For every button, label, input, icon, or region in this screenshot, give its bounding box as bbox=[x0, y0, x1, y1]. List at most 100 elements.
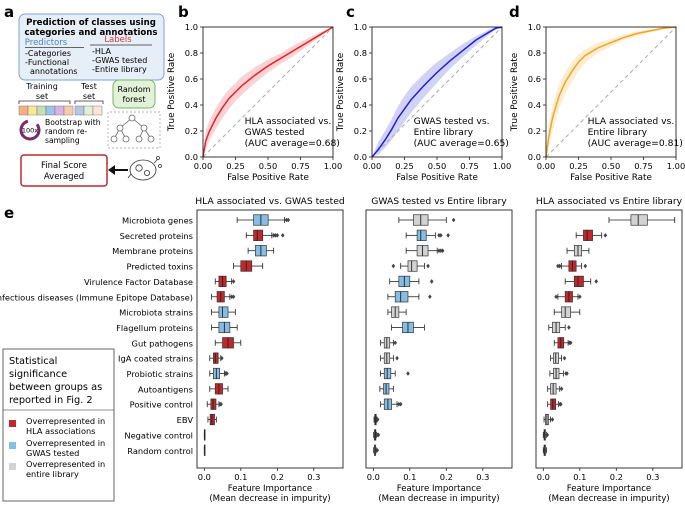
bootstrap-loop-icon bbox=[19, 119, 41, 141]
significance-legend: Statistical significance between groups … bbox=[2, 348, 115, 502]
y-tick-label: 0.2 bbox=[185, 126, 198, 136]
schematic-title-line1: Prediction of classes using bbox=[26, 18, 156, 28]
test-set-label-2: set bbox=[83, 92, 95, 101]
box-outlier bbox=[406, 371, 410, 376]
box-outlier bbox=[557, 263, 562, 269]
category-label: Negative control bbox=[124, 430, 193, 440]
boxplot-title: GWAS tested vs Entire library bbox=[371, 196, 507, 207]
label-item: -Entire library bbox=[92, 65, 147, 74]
x-axis-label: False Positive Rate bbox=[396, 173, 478, 183]
box-outlier bbox=[231, 279, 236, 284]
x-tick-label: 0.1 bbox=[573, 472, 586, 482]
roc-chart-c: c 0.0 0.2 0.4 0.6 0.8 1.0 0.00 0.25 0.50 0.75 1.00 F… bbox=[336, 3, 511, 183]
roc-annotation: GWAS tested vs. bbox=[414, 116, 490, 127]
roc-confidence-band bbox=[546, 27, 676, 157]
x-tick-label: 1.00 bbox=[493, 161, 511, 171]
x-tick-label: 0.25 bbox=[226, 161, 244, 171]
roc-confidence-band bbox=[372, 27, 502, 157]
box-outlier bbox=[594, 279, 599, 284]
prediction-box bbox=[18, 13, 165, 81]
x-axis-label: Feature Importance bbox=[397, 484, 481, 494]
x-axis-label: (Mean decrease in impurity) bbox=[209, 494, 330, 504]
boxplot-title: HLA associated vs Entire library bbox=[536, 196, 683, 207]
test-bracket bbox=[74, 100, 104, 104]
bootstrap-text: Bootstrap with bbox=[45, 118, 101, 127]
y-tick-label: 1.0 bbox=[528, 22, 541, 32]
roc-annotation: GWAS tested bbox=[245, 127, 305, 138]
roc-annotation: Entire library bbox=[414, 127, 474, 138]
y-tick-label: 0.2 bbox=[528, 126, 541, 136]
x-axis-label: Feature Importance bbox=[228, 484, 312, 494]
box-outlier bbox=[280, 233, 285, 238]
y-tick-label: 0.6 bbox=[354, 74, 367, 84]
x-tick-label: 0.1 bbox=[403, 472, 416, 482]
roc-chart-d: d 0.0 0.2 0.4 0.6 0.8 1.0 0.00 0.25 0.50 0.75 1.00 F… bbox=[509, 3, 685, 183]
x-tick-label: 0.50 bbox=[259, 161, 277, 171]
y-tick-label: 0.6 bbox=[528, 74, 541, 84]
x-tick-label: 0.2 bbox=[271, 472, 284, 482]
box-outlier bbox=[446, 233, 450, 238]
category-label: Random control bbox=[127, 446, 193, 456]
x-axis-label: False Positive Rate bbox=[570, 173, 652, 183]
x-tick-label: 1.00 bbox=[324, 161, 342, 171]
legend-swatch-gwas bbox=[9, 442, 16, 449]
y-tick-label: 0.2 bbox=[354, 126, 367, 136]
x-tick-label: 1.00 bbox=[667, 161, 685, 171]
roc-confidence-band bbox=[203, 27, 333, 157]
box-iqr bbox=[416, 229, 427, 241]
box-outlier bbox=[568, 340, 573, 346]
box-outlier bbox=[426, 263, 430, 269]
panel-letter-c: c bbox=[346, 3, 355, 21]
legend-title: Statistical bbox=[9, 356, 57, 367]
box-iqr bbox=[218, 306, 229, 318]
boxplot-hla-vs-gwas: HLA associated vs. GWAS tested 0.0 0.1 0.2 0… bbox=[195, 196, 344, 504]
x-tick-label: 0.2 bbox=[610, 472, 623, 482]
y-tick-label: 0.8 bbox=[185, 48, 198, 58]
x-axis-label: (Mean decrease in impurity) bbox=[548, 494, 669, 504]
y-tick-label: 1.0 bbox=[354, 22, 367, 32]
final-score-box bbox=[20, 154, 108, 187]
box-outlier bbox=[376, 432, 381, 438]
box-iqr bbox=[253, 229, 264, 241]
category-label: Secreted proteins bbox=[120, 231, 193, 241]
forest-frame bbox=[107, 111, 161, 149]
x-tick-label: 0.1 bbox=[234, 472, 247, 482]
box-outlier bbox=[393, 340, 397, 346]
data-split-bar bbox=[18, 105, 103, 116]
box-outlier bbox=[428, 294, 432, 300]
category-label: Gut pathogens bbox=[132, 338, 193, 348]
x-axis-label: False Positive Rate bbox=[227, 173, 309, 183]
category-label: Positive control bbox=[130, 400, 193, 410]
training-bracket bbox=[18, 100, 71, 104]
roc-chance-diagonal bbox=[371, 26, 503, 158]
box-outlier bbox=[271, 233, 276, 238]
x-tick-label: 0.25 bbox=[569, 161, 587, 171]
box-outlier bbox=[286, 217, 291, 223]
legend-frame bbox=[2, 348, 115, 502]
labels-heading: Labels bbox=[104, 35, 132, 45]
box-outlier bbox=[398, 401, 403, 407]
roc-chance-diagonal bbox=[545, 26, 677, 158]
y-tick-label: 0.0 bbox=[528, 152, 541, 162]
box-outlier bbox=[284, 217, 289, 223]
roc-annotation: (AUC average=0.68) bbox=[245, 138, 340, 149]
roc-chart-b: b 0.0 0.2 0.4 0.6 0.8 1.0 0.00 0.25 0.50 0.75 1.00 F… bbox=[167, 3, 342, 183]
legend-swatch-library bbox=[9, 463, 16, 470]
x-tick-label: 0.00 bbox=[363, 161, 381, 171]
box-outlier bbox=[273, 233, 278, 238]
box-iqr bbox=[407, 260, 418, 272]
box-outlier bbox=[556, 263, 560, 269]
brain-gears-icon bbox=[127, 156, 162, 181]
box-iqr bbox=[561, 306, 572, 318]
random-forest-label: forest bbox=[122, 95, 145, 104]
panel-letter-a: a bbox=[4, 3, 14, 21]
roc-annotation: Entire library bbox=[588, 127, 648, 138]
legend-swatch-hla bbox=[9, 420, 16, 427]
box-outlier bbox=[583, 263, 588, 269]
box-outlier bbox=[391, 263, 396, 269]
roc-curve bbox=[545, 26, 677, 158]
y-tick-label: 1.0 bbox=[185, 22, 198, 32]
predictor-item: -Categories bbox=[25, 49, 71, 58]
box-outlier bbox=[229, 294, 234, 300]
boxplot-axes-frame bbox=[535, 209, 683, 469]
